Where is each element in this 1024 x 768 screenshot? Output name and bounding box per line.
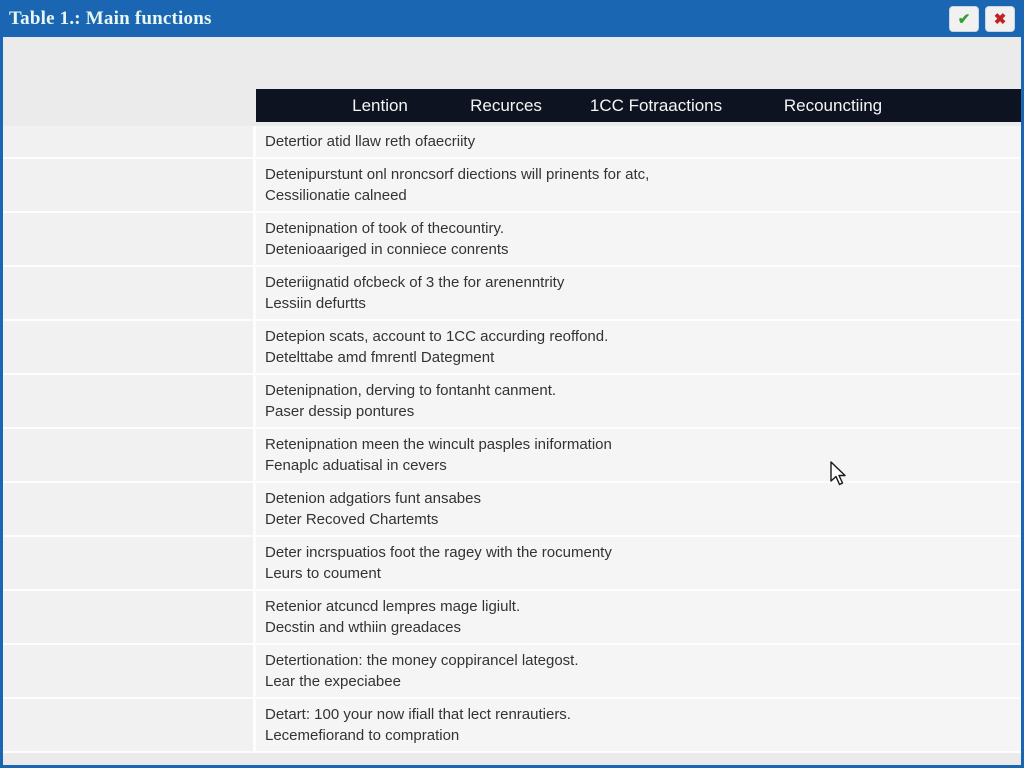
row-text-line: Cessilionatie calneed [265,187,407,204]
table-row: Retenipnation meen the wincult pasples i… [3,429,1021,483]
column-header-lention: Lention [352,96,408,115]
row-left-cell [3,267,256,319]
column-header-1cc-fotraactions: 1CC Fotraactions [589,96,723,115]
row-content-cell: Detenion adgatiors funt ansabes Deter Rec… [256,483,1021,535]
row-left-cell [3,537,256,589]
row-left-cell [3,429,256,481]
row-content-cell: Detertior atid llaw reth ofaecriity [256,126,1021,157]
row-left-cell [3,375,256,427]
row-left-cell [3,126,256,157]
row-content-cell: Detenipurstunt onl nroncsorf diections w… [256,159,1021,211]
row-text-line: Lear the expeciabee [265,673,401,690]
titlebar-buttons: ✔ ✖ [949,6,1015,32]
row-left-cell [3,213,256,265]
row-content-cell: Detart: 100 your now ifiall that lect re… [256,699,1021,751]
row-text-line: Paser dessip pontures [265,403,415,420]
column-header-recounctiing: Recounctiing [783,96,883,115]
row-text-line: Detelttabe amd fmrentl Dategment [265,349,495,366]
table-row: Deter incrspuatios foot the ragey with t… [3,537,1021,591]
row-text-line: Detertionation: the money coppirancel la… [265,652,579,669]
table-row: Detenipurstunt onl nroncsorf diections w… [3,159,1021,213]
row-text-line: Detertior atid llaw reth ofaecriity [265,133,476,150]
row-content-cell: Detenipnation, derving to fontanht canme… [256,375,1021,427]
top-spacer [3,37,1021,89]
table-row: Detertior atid llaw reth ofaecriity [3,126,1021,159]
row-text-line: Detart: 100 your now ifiall that lect re… [265,706,571,723]
row-text-line: Fenaplc aduatisal in cevers [265,457,447,474]
row-text-line: Decstin and wthiin greadaces [265,619,461,636]
row-text-line: Leurs to coument [265,565,381,582]
row-left-cell [3,321,256,373]
row-content-cell: Detepion scats, account to 1CC accurding… [256,321,1021,373]
table-row: Detenipnation, derving to fontanht canme… [3,375,1021,429]
table-row: Detepion scats, account to 1CC accurding… [3,321,1021,375]
row-text-line: Deter incrspuatios foot the ragey with t… [265,544,612,561]
row-text-line: Retenior atcuncd lempres mage ligiult. [265,598,521,615]
row-text-line: Detenioaariged in conniece conrents [265,241,509,258]
row-content-cell: Retenipnation meen the wincult pasples i… [256,429,1021,481]
row-text-line: Lessiin defurtts [265,295,366,312]
row-text-line: Deter Recoved Chartemts [265,511,439,528]
row-left-cell [3,645,256,697]
table-row: Detart: 100 your now ifiall that lect re… [3,699,1021,753]
row-text-line: Detenipnation, derving to fontanht canme… [265,382,557,399]
row-left-cell [3,591,256,643]
row-content-cell: Retenior atcuncd lempres mage ligiult. De… [256,591,1021,643]
table-header-row: Lention Recurces 1CC Fotraactions Recoun… [256,89,1021,122]
row-text-line: Detepion scats, account to 1CC accurding… [265,328,609,345]
row-left-cell [3,159,256,211]
table-row: Retenior atcuncd lempres mage ligiult. De… [3,591,1021,645]
row-text-line: Detenipnation of took of thecountiry. [265,220,505,237]
row-left-cell [3,483,256,535]
column-header-recurces: Recurces [470,96,542,115]
row-text-line: Detenion adgatiors funt ansabes [265,490,481,507]
row-text-line: Lecemefiorand to compration [265,727,460,744]
table-row: Detenion adgatiors funt ansabes Deter Rec… [3,483,1021,537]
row-text-line: Retenipnation meen the wincult pasples i… [265,436,612,453]
table-row: Detenipnation of took of thecountiry. Det… [3,213,1021,267]
table-row: Detertionation: the money coppirancel la… [3,645,1021,699]
row-content-cell: Deter incrspuatios foot the ragey with t… [256,537,1021,589]
row-text-line: Deteriignatid ofcbeck of 3 the for arene… [265,274,565,291]
row-text-line: Detenipurstunt onl nroncsorf diections w… [265,166,650,183]
close-icon: ✖ [993,10,1007,28]
check-icon: ✔ [957,10,971,28]
titlebar: Table 1.: Main functions ✔ ✖ [3,3,1021,37]
table-body: Detertior atid llaw reth ofaecriity Deten… [3,126,1021,753]
confirm-button[interactable]: ✔ [949,6,979,32]
table-row: Deteriignatid ofcbeck of 3 the for arene… [3,267,1021,321]
row-content-cell: Detertionation: the money coppirancel la… [256,645,1021,697]
row-content-cell: Detenipnation of took of thecountiry. Det… [256,213,1021,265]
row-content-cell: Deteriignatid ofcbeck of 3 the for arene… [256,267,1021,319]
close-button[interactable]: ✖ [985,6,1015,32]
window-title: Table 1.: Main functions [9,8,212,29]
row-left-cell [3,699,256,751]
